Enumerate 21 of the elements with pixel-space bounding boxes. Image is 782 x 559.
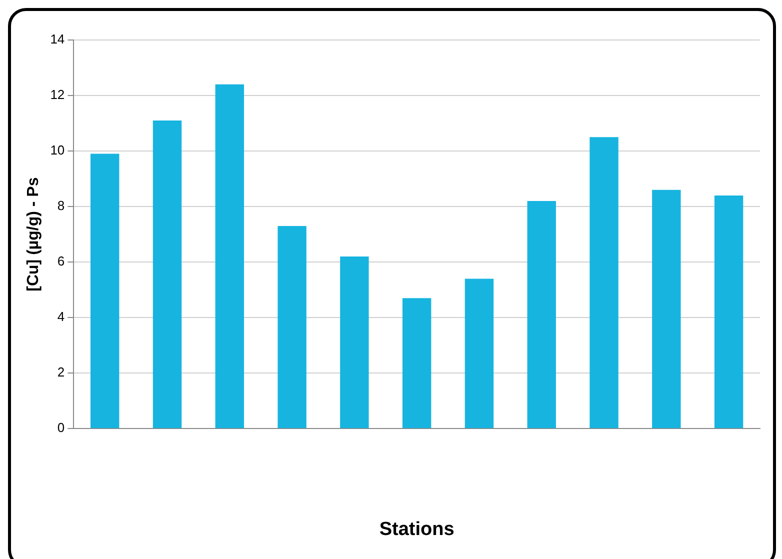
y-tick-label: 14 [50, 32, 65, 47]
y-tick-label: 6 [57, 254, 65, 269]
bar [90, 154, 120, 428]
bar [340, 256, 369, 428]
x-axis-title: Stations [379, 518, 454, 540]
bar [402, 298, 432, 428]
y-axis-title: [Cu] (µg/g) - Ps [25, 177, 42, 292]
bar [652, 190, 681, 428]
bar [215, 84, 244, 428]
bar [152, 120, 182, 428]
y-tick-label: 12 [50, 87, 65, 102]
y-tick-label: 8 [57, 198, 65, 214]
y-tick-label: 4 [57, 309, 65, 324]
y-tick-label: 0 [57, 420, 65, 436]
bar [278, 226, 306, 428]
bar [527, 200, 556, 428]
y-tick-label: 2 [57, 364, 65, 380]
y-tick-label: 10 [50, 142, 65, 158]
bar [590, 137, 618, 428]
bar [464, 278, 494, 428]
bar [714, 195, 744, 428]
